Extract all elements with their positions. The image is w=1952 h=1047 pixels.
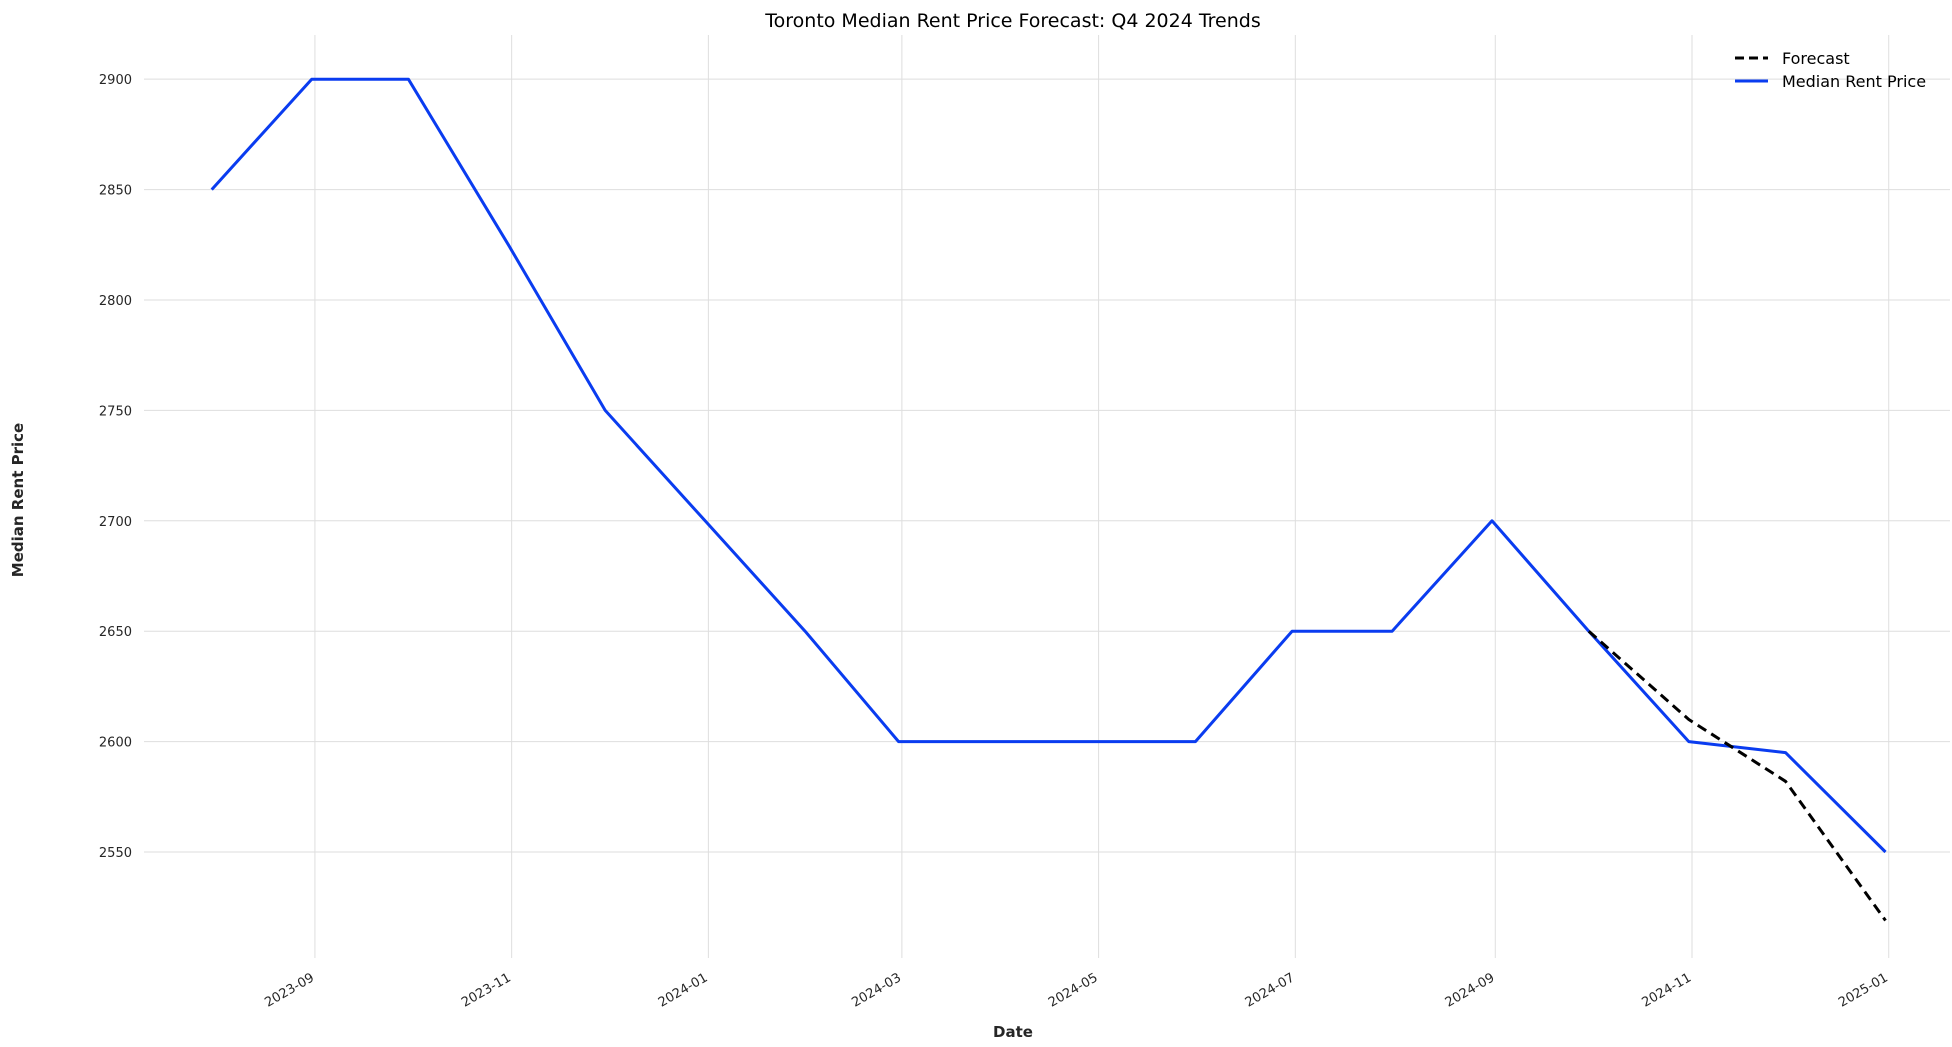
legend: Forecast Median Rent Price <box>1735 49 1926 91</box>
x-tick-label: 2024-11 <box>1639 970 1694 1010</box>
x-tick-label: 2025-01 <box>1836 970 1891 1010</box>
series-line-median-rent-price <box>210 77 1887 854</box>
y-tick-label: 2650 <box>99 625 132 640</box>
x-tick-label: 2023-09 <box>262 970 317 1010</box>
x-axis-label: Date <box>993 1023 1033 1041</box>
x-tick-label: 2024-03 <box>849 970 904 1010</box>
series-layer <box>210 77 1887 922</box>
x-tick-label: 2024-09 <box>1443 970 1498 1010</box>
y-tick-label: 2550 <box>99 846 132 861</box>
legend-label-median-rent-price: Median Rent Price <box>1782 72 1926 91</box>
y-tick-label: 2800 <box>99 294 132 309</box>
y-tick-label: 2850 <box>99 184 132 199</box>
y-tick-label: 2600 <box>99 736 132 751</box>
y-tick-label: 2700 <box>99 515 132 530</box>
x-tick-labels: 2023-09 2023-11 2024-01 2024-03 2024-05 2024-… <box>262 970 1890 1010</box>
series-line-forecast <box>1587 630 1887 922</box>
y-gridlines <box>144 78 1950 853</box>
legend-label-forecast: Forecast <box>1782 49 1850 68</box>
x-tick-label: 2024-07 <box>1243 970 1298 1010</box>
x-tick-label: 2024-01 <box>656 970 711 1010</box>
y-axis-label: Median Rent Price <box>9 423 27 577</box>
y-tick-label: 2900 <box>99 73 132 88</box>
plot-area <box>144 35 1950 958</box>
x-tick-label: 2024-05 <box>1046 970 1101 1010</box>
chart-title: Toronto Median Rent Price Forecast: Q4 2… <box>764 10 1261 32</box>
x-tick-label: 2023-11 <box>459 970 514 1010</box>
y-tick-label: 2750 <box>99 404 132 419</box>
y-tick-labels: 2550 2600 2650 2700 2750 2800 2850 2900 <box>99 73 132 861</box>
x-gridlines <box>314 35 1890 958</box>
